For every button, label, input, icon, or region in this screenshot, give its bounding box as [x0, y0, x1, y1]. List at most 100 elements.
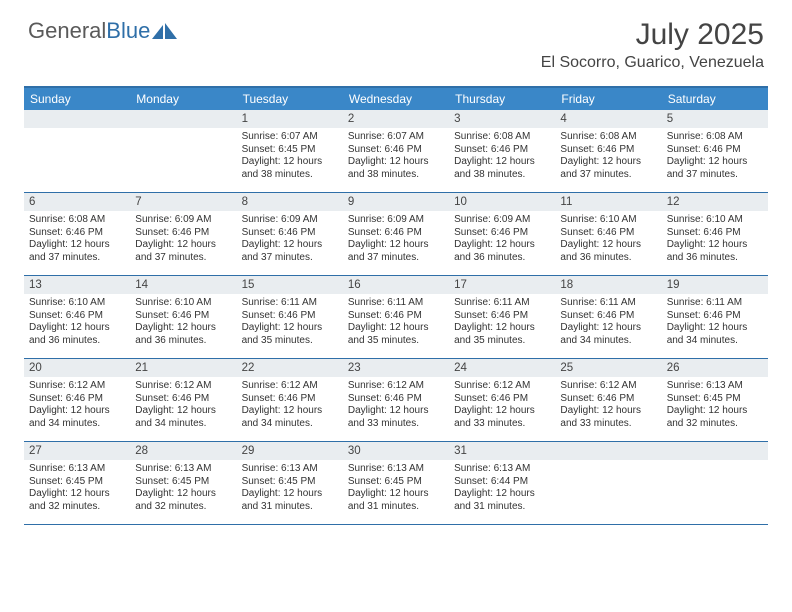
daylight-line: Daylight: 12 hours and 35 minutes.	[242, 322, 338, 347]
week-row: 6 Sunrise: 6:08 AMSunset: 6:46 PMDaylight…	[24, 193, 768, 276]
daylight-line: Daylight: 12 hours and 37 minutes.	[560, 156, 656, 181]
day-number: 21	[130, 359, 236, 377]
day-number: .	[130, 110, 236, 128]
day-cell: .	[24, 110, 130, 192]
day-cell: 5Sunrise: 6:08 AMSunset: 6:46 PMDaylight…	[662, 110, 768, 192]
day-details: Sunrise: 6:08 AMSunset: 6:46 PMDaylight:…	[29, 214, 125, 264]
day-details: Sunrise: 6:08 AMSunset: 6:46 PMDaylight:…	[454, 131, 550, 181]
day-cell: .	[662, 442, 768, 524]
calendar: SundayMondayTuesdayWednesdayThursdayFrid…	[24, 86, 768, 525]
sunset-line: Sunset: 6:45 PM	[242, 476, 338, 489]
day-cell: 25Sunrise: 6:12 AMSunset: 6:46 PMDayligh…	[555, 359, 661, 441]
daylight-line: Daylight: 12 hours and 34 minutes.	[667, 322, 763, 347]
day-number: 2	[343, 110, 449, 128]
sunrise-line: Sunrise: 6:11 AM	[242, 297, 338, 310]
daylight-line: Daylight: 12 hours and 36 minutes.	[560, 239, 656, 264]
daylight-line: Daylight: 12 hours and 37 minutes.	[242, 239, 338, 264]
sunrise-line: Sunrise: 6:09 AM	[348, 214, 444, 227]
daylight-line: Daylight: 12 hours and 33 minutes.	[454, 405, 550, 430]
daylight-line: Daylight: 12 hours and 34 minutes.	[29, 405, 125, 430]
day-details: Sunrise: 6:10 AMSunset: 6:46 PMDaylight:…	[560, 214, 656, 264]
sunset-line: Sunset: 6:46 PM	[348, 393, 444, 406]
day-cell: 19Sunrise: 6:11 AMSunset: 6:46 PMDayligh…	[662, 276, 768, 358]
day-number: 10	[449, 193, 555, 211]
day-number: 18	[555, 276, 661, 294]
day-cell: 31 Sunrise: 6:13 AMSunset: 6:44 PMDayligh…	[449, 442, 555, 524]
sunset-line: Sunset: 6:46 PM	[348, 144, 444, 157]
sunset-line: Sunset: 6:46 PM	[667, 310, 763, 323]
sunrise-line: Sunrise: 6:12 AM	[348, 380, 444, 393]
day-details: Sunrise: 6:13 AMSunset: 6:45 PMDaylight:…	[667, 380, 763, 430]
sunrise-line: Sunrise: 6:13 AM	[29, 463, 125, 476]
day-details: Sunrise: 6:07 AMSunset: 6:45 PMDaylight:…	[242, 131, 338, 181]
sunrise-line: Sunrise: 6:08 AM	[667, 131, 763, 144]
day-number: 19	[662, 276, 768, 294]
daylight-line: Daylight: 12 hours and 36 minutes.	[454, 239, 550, 264]
day-cell: 3Sunrise: 6:08 AMSunset: 6:46 PMDaylight…	[449, 110, 555, 192]
sunrise-line: Sunrise: 6:07 AM	[242, 131, 338, 144]
day-number: 15	[237, 276, 343, 294]
daylight-line: Daylight: 12 hours and 35 minutes.	[454, 322, 550, 347]
day-number: 22	[237, 359, 343, 377]
day-cell: 23Sunrise: 6:12 AMSunset: 6:46 PMDayligh…	[343, 359, 449, 441]
day-cell: 9Sunrise: 6:09 AMSunset: 6:46 PMDaylight…	[343, 193, 449, 275]
day-number: 26	[662, 359, 768, 377]
day-number: 6	[24, 193, 130, 211]
sunset-line: Sunset: 6:45 PM	[29, 476, 125, 489]
day-details: Sunrise: 6:12 AMSunset: 6:46 PMDaylight:…	[29, 380, 125, 430]
day-details: Sunrise: 6:11 AMSunset: 6:46 PMDaylight:…	[242, 297, 338, 347]
day-details: Sunrise: 6:13 AMSunset: 6:45 PMDaylight:…	[29, 463, 125, 513]
day-cell: 30Sunrise: 6:13 AMSunset: 6:45 PMDayligh…	[343, 442, 449, 524]
day-cell: 21 Sunrise: 6:12 AMSunset: 6:46 PMDayligh…	[130, 359, 236, 441]
sunset-line: Sunset: 6:46 PM	[560, 144, 656, 157]
sunset-line: Sunset: 6:46 PM	[348, 310, 444, 323]
day-details: Sunrise: 6:13 AMSunset: 6:44 PMDaylight:…	[454, 463, 550, 513]
day-cell: 16Sunrise: 6:11 AMSunset: 6:46 PMDayligh…	[343, 276, 449, 358]
sunrise-line: Sunrise: 6:11 AM	[454, 297, 550, 310]
day-cell: 27Sunrise: 6:13 AMSunset: 6:45 PMDayligh…	[24, 442, 130, 524]
day-cell: 6 Sunrise: 6:08 AMSunset: 6:46 PMDaylight…	[24, 193, 130, 275]
daylight-line: Daylight: 12 hours and 38 minutes.	[348, 156, 444, 181]
day-details: Sunrise: 6:12 AMSunset: 6:46 PMDaylight:…	[348, 380, 444, 430]
sunrise-line: Sunrise: 6:12 AM	[454, 380, 550, 393]
day-number: 12	[662, 193, 768, 211]
sunset-line: Sunset: 6:46 PM	[242, 393, 338, 406]
day-number: 29	[237, 442, 343, 460]
daylight-line: Daylight: 12 hours and 37 minutes.	[667, 156, 763, 181]
daylight-line: Daylight: 12 hours and 33 minutes.	[560, 405, 656, 430]
sunset-line: Sunset: 6:46 PM	[454, 144, 550, 157]
week-row: 20Sunrise: 6:12 AMSunset: 6:46 PMDayligh…	[24, 359, 768, 442]
day-cell: 8Sunrise: 6:09 AMSunset: 6:46 PMDaylight…	[237, 193, 343, 275]
day-details: Sunrise: 6:11 AMSunset: 6:46 PMDaylight:…	[560, 297, 656, 347]
daylight-line: Daylight: 12 hours and 36 minutes.	[667, 239, 763, 264]
sunset-line: Sunset: 6:46 PM	[454, 393, 550, 406]
day-of-week-cell: Sunday	[24, 88, 130, 110]
day-number: 17	[449, 276, 555, 294]
sunrise-line: Sunrise: 6:10 AM	[29, 297, 125, 310]
sunset-line: Sunset: 6:46 PM	[667, 144, 763, 157]
day-number: 20	[24, 359, 130, 377]
day-number: 16	[343, 276, 449, 294]
day-details: Sunrise: 6:12 AMSunset: 6:46 PMDaylight:…	[135, 380, 231, 430]
day-details: Sunrise: 6:08 AMSunset: 6:46 PMDaylight:…	[560, 131, 656, 181]
sunrise-line: Sunrise: 6:08 AM	[454, 131, 550, 144]
daylight-line: Daylight: 12 hours and 38 minutes.	[242, 156, 338, 181]
sunrise-line: Sunrise: 6:13 AM	[348, 463, 444, 476]
day-number: 25	[555, 359, 661, 377]
day-number: 31	[449, 442, 555, 460]
sunrise-line: Sunrise: 6:13 AM	[454, 463, 550, 476]
sunset-line: Sunset: 6:46 PM	[454, 310, 550, 323]
sunrise-line: Sunrise: 6:07 AM	[348, 131, 444, 144]
day-number: 1	[237, 110, 343, 128]
day-details: Sunrise: 6:09 AMSunset: 6:46 PMDaylight:…	[348, 214, 444, 264]
day-details: Sunrise: 6:11 AMSunset: 6:46 PMDaylight:…	[454, 297, 550, 347]
sunrise-line: Sunrise: 6:10 AM	[135, 297, 231, 310]
sunset-line: Sunset: 6:46 PM	[560, 393, 656, 406]
daylight-line: Daylight: 12 hours and 31 minutes.	[242, 488, 338, 513]
day-cell: .	[130, 110, 236, 192]
sunset-line: Sunset: 6:45 PM	[667, 393, 763, 406]
day-of-week-cell: Friday	[555, 88, 661, 110]
day-number: .	[555, 442, 661, 460]
sunrise-line: Sunrise: 6:12 AM	[242, 380, 338, 393]
daylight-line: Daylight: 12 hours and 34 minutes.	[242, 405, 338, 430]
